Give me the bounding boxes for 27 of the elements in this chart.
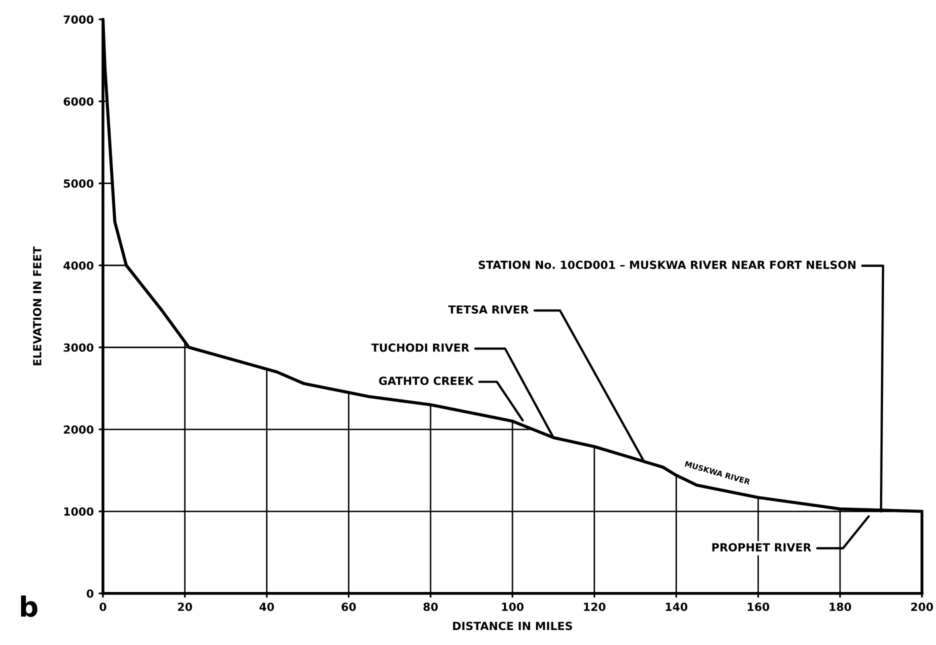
annotation: TUCHODI RIVER [371,343,470,352]
x-tick-label: 180 [830,602,852,612]
x-tick-label: 40 [260,602,274,612]
y-axis-title: ELEVATION IN FEET [33,246,42,366]
y-tick-label: 1000 [64,507,94,516]
x-tick-label: 0 [100,602,106,612]
x-tick-label: 140 [666,602,688,612]
annotation: STATION No. 10CD001 – MUSKWA RIVER NEAR FORT NELSON [478,260,856,270]
annotation: PROPHET RIVER [712,543,812,552]
x-tick-label: 20 [178,602,192,612]
annotation: TETSA RIVER [448,305,529,314]
y-tick-label: 5000 [64,179,94,188]
x-tick-label: 160 [748,602,770,612]
x-axis-title: DISTANCE IN MILES [453,622,572,630]
y-tick-label: 4000 [64,261,94,270]
y-tick-label: 2000 [64,425,94,434]
text: b [21,596,38,618]
annotation: GATHTO CREEK [378,376,474,386]
y-tick-label: 3000 [64,343,94,352]
x-tick-label: 200 [911,602,934,612]
x-tick-label: 80 [424,602,438,612]
x-tick-label: 60 [342,602,356,612]
x-tick-label: 100 [502,602,524,612]
y-tick-label: 6000 [64,97,94,106]
x-tick-label: 120 [584,602,606,612]
y-tick-label: 0 [86,589,94,598]
y-tick-label: 7000 [64,15,94,24]
